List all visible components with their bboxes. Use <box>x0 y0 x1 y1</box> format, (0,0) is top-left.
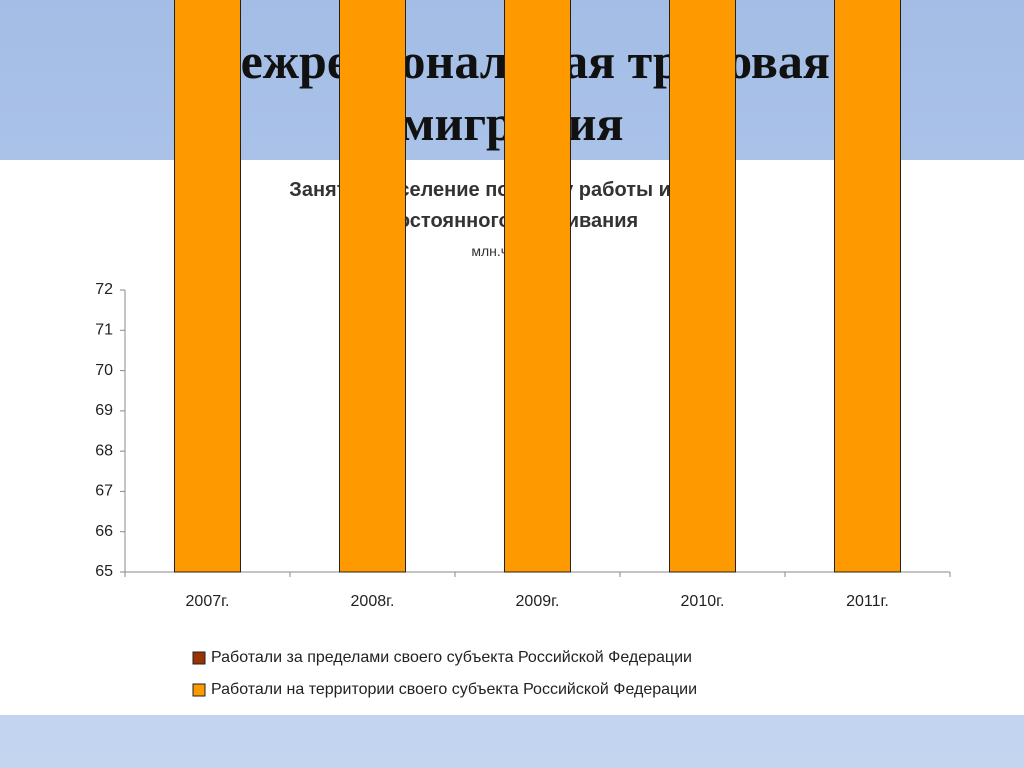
y-tick-label: 69 <box>95 402 113 419</box>
y-tick-label: 66 <box>95 523 113 540</box>
y-tick-label: 71 <box>95 322 113 339</box>
x-tick-label: 2011г. <box>846 593 889 610</box>
y-tick-label: 70 <box>95 362 113 379</box>
bar-segment <box>669 0 736 573</box>
bar-segment <box>504 0 571 573</box>
legend-label: Работали на территории своего субъекта Р… <box>211 681 697 698</box>
x-tick-label: 2008г. <box>351 593 395 610</box>
legend-swatch <box>192 651 206 665</box>
x-tick-label: 2010г. <box>681 593 725 610</box>
bar-segment <box>339 0 406 573</box>
x-tick-label: 2009г. <box>516 593 560 610</box>
y-tick-label: 67 <box>95 483 113 500</box>
bar-segment <box>174 0 241 573</box>
bar-segment <box>834 0 901 573</box>
y-tick-label: 65 <box>95 563 113 580</box>
y-tick-label: 72 <box>95 281 113 298</box>
x-tick-label: 2007г. <box>186 593 230 610</box>
y-tick-label: 68 <box>95 442 113 459</box>
legend-swatch <box>192 683 206 697</box>
legend-label: Работали за пределами своего субъекта Ро… <box>211 649 692 666</box>
